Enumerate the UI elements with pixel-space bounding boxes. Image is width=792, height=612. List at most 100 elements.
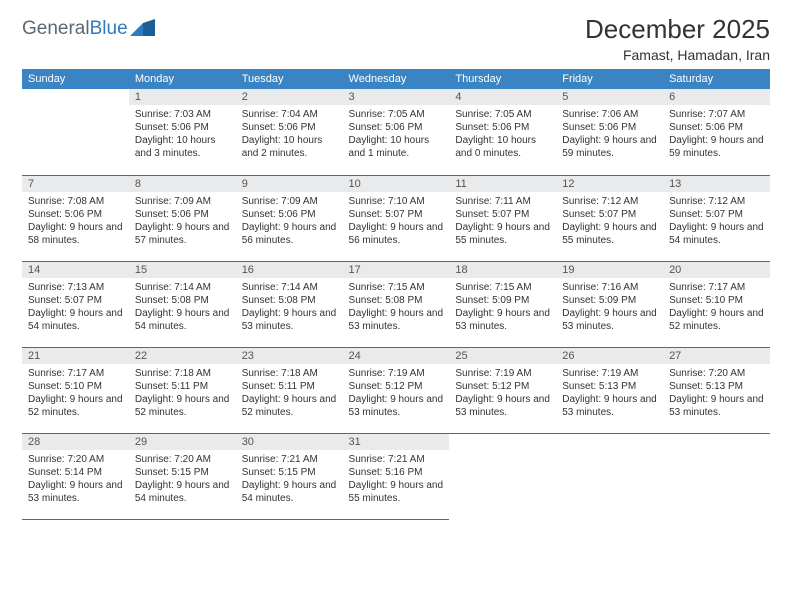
day-body: Sunrise: 7:05 AMSunset: 5:06 PMDaylight:… bbox=[449, 105, 556, 164]
sunset-line: Sunset: 5:06 PM bbox=[242, 121, 337, 134]
day-body: Sunrise: 7:20 AMSunset: 5:15 PMDaylight:… bbox=[129, 450, 236, 509]
calendar-cell: 1Sunrise: 7:03 AMSunset: 5:06 PMDaylight… bbox=[129, 89, 236, 175]
month-title: December 2025 bbox=[585, 14, 770, 45]
title-block: December 2025 Famast, Hamadan, Iran bbox=[585, 14, 770, 63]
daylight-line: Daylight: 9 hours and 56 minutes. bbox=[242, 221, 337, 247]
day-number: 11 bbox=[449, 176, 556, 192]
day-body: Sunrise: 7:14 AMSunset: 5:08 PMDaylight:… bbox=[129, 278, 236, 337]
calendar-cell: 17Sunrise: 7:15 AMSunset: 5:08 PMDayligh… bbox=[343, 261, 450, 347]
calendar-page: GeneralBlue December 2025 Famast, Hamada… bbox=[0, 0, 792, 534]
calendar-cell: 13Sunrise: 7:12 AMSunset: 5:07 PMDayligh… bbox=[663, 175, 770, 261]
sunset-line: Sunset: 5:06 PM bbox=[28, 208, 123, 221]
daylight-line: Daylight: 9 hours and 55 minutes. bbox=[349, 479, 444, 505]
brand-name-a: General bbox=[22, 18, 90, 39]
daylight-line: Daylight: 9 hours and 54 minutes. bbox=[242, 479, 337, 505]
calendar-cell: 9Sunrise: 7:09 AMSunset: 5:06 PMDaylight… bbox=[236, 175, 343, 261]
daylight-line: Daylight: 10 hours and 0 minutes. bbox=[455, 134, 550, 160]
day-number: 6 bbox=[663, 89, 770, 105]
calendar-cell: .. bbox=[449, 433, 556, 519]
sunrise-line: Sunrise: 7:14 AM bbox=[135, 281, 230, 294]
daylight-line: Daylight: 9 hours and 53 minutes. bbox=[669, 393, 764, 419]
day-body: Sunrise: 7:10 AMSunset: 5:07 PMDaylight:… bbox=[343, 192, 450, 251]
sunrise-line: Sunrise: 7:05 AM bbox=[455, 108, 550, 121]
calendar-head: SundayMondayTuesdayWednesdayThursdayFrid… bbox=[22, 69, 770, 89]
sunrise-line: Sunrise: 7:16 AM bbox=[562, 281, 657, 294]
sunset-line: Sunset: 5:13 PM bbox=[669, 380, 764, 393]
daylight-line: Daylight: 10 hours and 2 minutes. bbox=[242, 134, 337, 160]
day-number: 27 bbox=[663, 348, 770, 364]
sunrise-line: Sunrise: 7:08 AM bbox=[28, 195, 123, 208]
sunrise-line: Sunrise: 7:09 AM bbox=[135, 195, 230, 208]
calendar-cell: 25Sunrise: 7:19 AMSunset: 5:12 PMDayligh… bbox=[449, 347, 556, 433]
sunrise-line: Sunrise: 7:15 AM bbox=[349, 281, 444, 294]
day-body: Sunrise: 7:05 AMSunset: 5:06 PMDaylight:… bbox=[343, 105, 450, 164]
sunset-line: Sunset: 5:14 PM bbox=[28, 466, 123, 479]
sunset-line: Sunset: 5:08 PM bbox=[242, 294, 337, 307]
sunrise-line: Sunrise: 7:12 AM bbox=[562, 195, 657, 208]
weekday-header: Friday bbox=[556, 69, 663, 89]
header: GeneralBlue December 2025 Famast, Hamada… bbox=[22, 14, 770, 63]
day-number: 5 bbox=[556, 89, 663, 105]
daylight-line: Daylight: 9 hours and 53 minutes. bbox=[349, 393, 444, 419]
calendar-cell: 22Sunrise: 7:18 AMSunset: 5:11 PMDayligh… bbox=[129, 347, 236, 433]
sunrise-line: Sunrise: 7:15 AM bbox=[455, 281, 550, 294]
calendar-cell: 4Sunrise: 7:05 AMSunset: 5:06 PMDaylight… bbox=[449, 89, 556, 175]
daylight-line: Daylight: 9 hours and 56 minutes. bbox=[349, 221, 444, 247]
sunset-line: Sunset: 5:06 PM bbox=[669, 121, 764, 134]
sunrise-line: Sunrise: 7:11 AM bbox=[455, 195, 550, 208]
sunrise-line: Sunrise: 7:04 AM bbox=[242, 108, 337, 121]
daylight-line: Daylight: 9 hours and 57 minutes. bbox=[135, 221, 230, 247]
daylight-line: Daylight: 9 hours and 53 minutes. bbox=[242, 307, 337, 333]
day-number: 13 bbox=[663, 176, 770, 192]
daylight-line: Daylight: 9 hours and 53 minutes. bbox=[562, 307, 657, 333]
daylight-line: Daylight: 9 hours and 53 minutes. bbox=[28, 479, 123, 505]
daylight-line: Daylight: 9 hours and 53 minutes. bbox=[455, 393, 550, 419]
day-body: Sunrise: 7:21 AMSunset: 5:16 PMDaylight:… bbox=[343, 450, 450, 509]
sunset-line: Sunset: 5:11 PM bbox=[242, 380, 337, 393]
sunrise-line: Sunrise: 7:03 AM bbox=[135, 108, 230, 121]
sunset-line: Sunset: 5:07 PM bbox=[455, 208, 550, 221]
sunset-line: Sunset: 5:06 PM bbox=[242, 208, 337, 221]
daylight-line: Daylight: 9 hours and 52 minutes. bbox=[28, 393, 123, 419]
day-number: 8 bbox=[129, 176, 236, 192]
daylight-line: Daylight: 9 hours and 53 minutes. bbox=[455, 307, 550, 333]
sunset-line: Sunset: 5:06 PM bbox=[349, 121, 444, 134]
sunrise-line: Sunrise: 7:19 AM bbox=[455, 367, 550, 380]
brand-mark-icon bbox=[130, 19, 156, 40]
daylight-line: Daylight: 9 hours and 55 minutes. bbox=[562, 221, 657, 247]
day-body: Sunrise: 7:19 AMSunset: 5:12 PMDaylight:… bbox=[449, 364, 556, 423]
day-body: Sunrise: 7:11 AMSunset: 5:07 PMDaylight:… bbox=[449, 192, 556, 251]
daylight-line: Daylight: 9 hours and 53 minutes. bbox=[562, 393, 657, 419]
day-number: 24 bbox=[343, 348, 450, 364]
day-number: 29 bbox=[129, 434, 236, 450]
calendar-cell: 16Sunrise: 7:14 AMSunset: 5:08 PMDayligh… bbox=[236, 261, 343, 347]
day-body: Sunrise: 7:18 AMSunset: 5:11 PMDaylight:… bbox=[236, 364, 343, 423]
daylight-line: Daylight: 10 hours and 3 minutes. bbox=[135, 134, 230, 160]
day-body: Sunrise: 7:07 AMSunset: 5:06 PMDaylight:… bbox=[663, 105, 770, 164]
weekday-header: Sunday bbox=[22, 69, 129, 89]
day-number: 14 bbox=[22, 262, 129, 278]
sunset-line: Sunset: 5:07 PM bbox=[669, 208, 764, 221]
sunrise-line: Sunrise: 7:10 AM bbox=[349, 195, 444, 208]
calendar-cell: 19Sunrise: 7:16 AMSunset: 5:09 PMDayligh… bbox=[556, 261, 663, 347]
day-number: 7 bbox=[22, 176, 129, 192]
day-number: 15 bbox=[129, 262, 236, 278]
day-number: 19 bbox=[556, 262, 663, 278]
sunset-line: Sunset: 5:15 PM bbox=[135, 466, 230, 479]
calendar-cell: 31Sunrise: 7:21 AMSunset: 5:16 PMDayligh… bbox=[343, 433, 450, 519]
day-body: Sunrise: 7:17 AMSunset: 5:10 PMDaylight:… bbox=[22, 364, 129, 423]
calendar-cell: 24Sunrise: 7:19 AMSunset: 5:12 PMDayligh… bbox=[343, 347, 450, 433]
day-body: Sunrise: 7:15 AMSunset: 5:09 PMDaylight:… bbox=[449, 278, 556, 337]
day-number: 12 bbox=[556, 176, 663, 192]
location: Famast, Hamadan, Iran bbox=[585, 47, 770, 63]
sunrise-line: Sunrise: 7:09 AM bbox=[242, 195, 337, 208]
calendar-cell: 2Sunrise: 7:04 AMSunset: 5:06 PMDaylight… bbox=[236, 89, 343, 175]
sunset-line: Sunset: 5:06 PM bbox=[135, 121, 230, 134]
day-body: Sunrise: 7:18 AMSunset: 5:11 PMDaylight:… bbox=[129, 364, 236, 423]
sunrise-line: Sunrise: 7:20 AM bbox=[135, 453, 230, 466]
calendar-cell: 7Sunrise: 7:08 AMSunset: 5:06 PMDaylight… bbox=[22, 175, 129, 261]
calendar-body: .. 1Sunrise: 7:03 AMSunset: 5:06 PMDaylig… bbox=[22, 89, 770, 519]
sunrise-line: Sunrise: 7:20 AM bbox=[669, 367, 764, 380]
daylight-line: Daylight: 9 hours and 55 minutes. bbox=[455, 221, 550, 247]
sunrise-line: Sunrise: 7:12 AM bbox=[669, 195, 764, 208]
